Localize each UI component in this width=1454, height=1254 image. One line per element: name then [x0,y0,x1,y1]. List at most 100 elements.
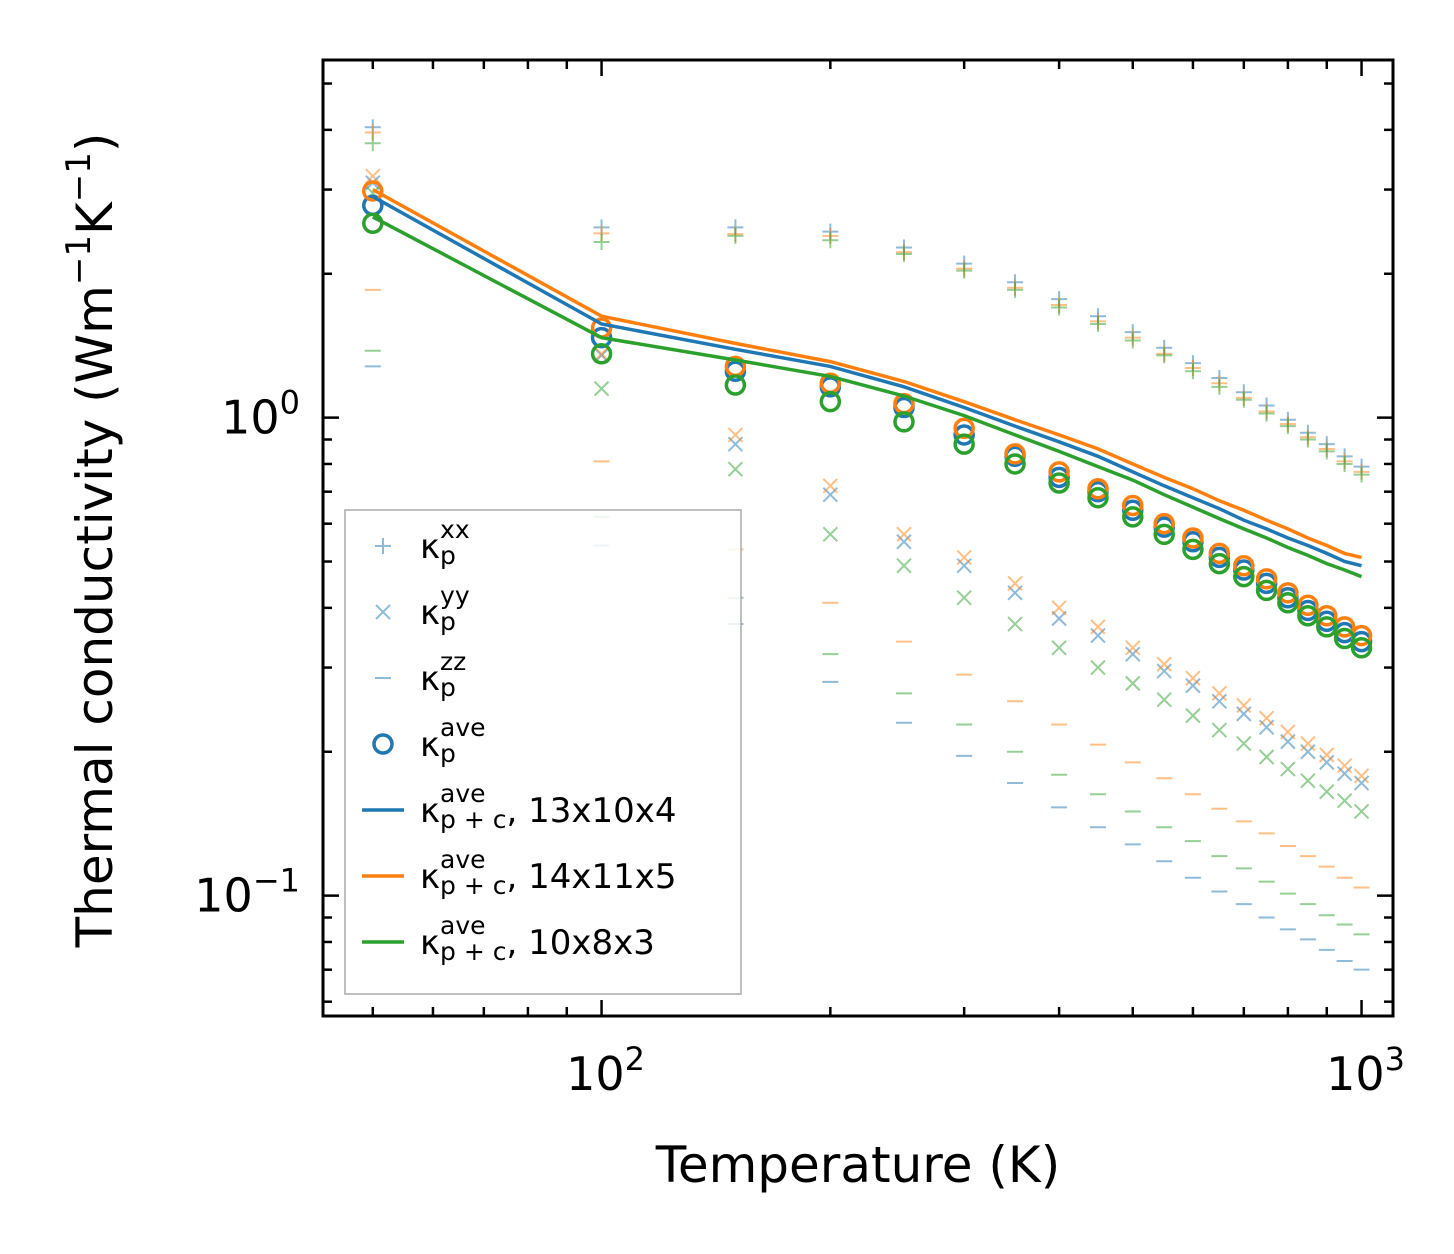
legend-marker-swatch [372,733,394,755]
point-xx-10x8x3-350 [1007,281,1024,298]
point-yy-10x8x3-750 [1258,749,1275,765]
point-xx-10x8x3-950 [1336,455,1353,472]
point-yy-13x10x4-300 [956,558,972,574]
legend-label: κave p + c, 14x11x5 [420,845,677,900]
point-yy-14x11x5-200 [822,478,839,494]
legend-label: κave p [420,713,486,768]
point-ave-10x8x3-500 [1122,506,1144,528]
point-yy-14x11x5-350 [1007,575,1023,592]
point-ave-14x11x5-500 [1122,494,1144,517]
point-yy-10x8x3-650 [1211,722,1228,738]
point-yy-10x8x3-100 [593,380,610,397]
point-yy-14x11x5-850 [1300,735,1316,752]
point-yy-10x8x3-250 [896,558,912,574]
series-ave-10x8x3 [362,212,1373,659]
legend-marker-swatch [375,604,391,620]
series-p+c-13x10x4 [371,195,1362,568]
point-yy-10x8x3-350 [1007,616,1023,632]
legend: κxx p κyy p κzz p κave p κave p + c, 13x10x4 κave p… [344,509,742,995]
point-xx-10x8x3-300 [956,262,973,279]
point-yy-14x11x5-500 [1125,640,1141,656]
point-yy-13x10x4-850 [1300,744,1316,760]
point-ave-10x8x3-900 [1316,616,1338,638]
axes: 102 103 10−1 100 [194,58,1405,1101]
series-zz-10x8x3 [364,349,1370,936]
point-ave-14x11x5-50 [362,180,384,202]
point-yy-13x10x4-650 [1211,693,1228,710]
y-axis-title: Thermal conductivity (Wm−1K−1) [59,133,124,949]
point-ave-10x8x3-100 [590,343,613,365]
legend-item-1: κyy p [375,581,470,636]
point-yy-14x11x5-400 [1051,600,1067,616]
point-yy-14x11x5-1000 [1353,768,1370,784]
legend-item-0: κxx p [375,515,470,570]
point-ave-14x11x5-450 [1087,477,1109,500]
point-yy-14x11x5-550 [1156,656,1172,672]
line-p+c-13x10x4 [371,195,1362,568]
line-p+c-10x8x3 [371,215,1363,579]
point-ave-10x8x3-350 [1004,453,1026,475]
legend-label: κxx p [420,515,470,570]
point-xx-10x8x3-750 [1258,405,1275,422]
point-xx-10x8x3-1000 [1353,466,1370,483]
point-xx-10x8x3-200 [822,232,839,249]
point-xx-10x8x3-400 [1051,299,1068,316]
point-ave-14x11x5-300 [953,417,975,440]
point-yy-14x11x5-600 [1185,670,1201,686]
point-yy-14x11x5-450 [1090,619,1106,635]
point-ave-10x8x3-600 [1182,538,1204,561]
point-yy-10x8x3-200 [822,526,839,543]
point-ave-10x8x3-750 [1255,579,1278,602]
point-ave-14x11x5-850 [1297,594,1319,617]
axis-labels: Temperature (K) Thermal conductivity (Wm… [59,133,1060,1194]
point-xx-10x8x3-700 [1235,391,1252,408]
point-ave-10x8x3-550 [1153,523,1175,546]
point-yy-10x8x3-150 [727,461,744,477]
point-yy-13x10x4-600 [1185,677,1201,694]
point-yy-10x8x3-300 [956,590,972,606]
point-yy-14x11x5-250 [896,526,912,543]
legend-label: κave p + c, 13x10x4 [420,779,677,834]
point-ave-14x11x5-350 [1004,443,1026,465]
point-ave-14x11x5-650 [1208,542,1231,565]
point-yy-10x8x3-500 [1125,675,1141,692]
legend-label: κzz p [420,647,466,702]
point-ave-10x8x3-450 [1087,486,1109,509]
point-ave-14x11x5-600 [1182,527,1204,549]
point-yy-14x11x5-300 [956,549,972,566]
legend-item-4: κave p + c, 13x10x4 [362,779,677,834]
series-yy-10x8x3 [365,185,1370,820]
point-yy-13x10x4-1000 [1353,775,1370,791]
point-xx-10x8x3-500 [1124,332,1141,349]
point-ave-14x11x5-750 [1255,568,1278,590]
x-tick-label: 103 [1326,1040,1405,1101]
legend-item-2: κzz p [375,647,466,702]
legend-item-6: κave p + c, 10x8x3 [362,911,655,966]
point-yy-14x11x5-900 [1319,747,1335,763]
point-yy-10x8x3-450 [1090,659,1106,676]
point-yy-14x11x5-950 [1336,757,1353,774]
point-yy-13x10x4-250 [896,534,912,550]
point-ave-10x8x3-300 [953,433,975,455]
x-tick-label: 102 [566,1040,645,1101]
point-xx-10x8x3-900 [1318,443,1335,460]
point-yy-10x8x3-400 [1051,640,1067,656]
point-xx-10x8x3-450 [1089,315,1106,332]
point-ave-10x8x3-800 [1277,591,1299,614]
point-yy-13x10x4-500 [1125,646,1141,662]
point-yy-10x8x3-700 [1236,735,1252,752]
point-yy-14x11x5-700 [1236,697,1252,714]
x-axis-title: Temperature (K) [655,1136,1060,1194]
point-xx-10x8x3-100 [593,234,610,251]
point-ave-10x8x3-400 [1048,472,1070,494]
series-xx-14x11x5 [364,124,1370,480]
point-yy-10x8x3-1000 [1353,803,1370,820]
plot-area [362,119,1373,971]
point-ave-10x8x3-700 [1233,565,1255,588]
point-ave-14x11x5-550 [1153,512,1175,535]
point-yy-13x10x4-550 [1156,663,1172,679]
point-xx-10x8x3-800 [1279,418,1296,435]
point-xx-10x8x3-150 [727,227,744,244]
legend-item-3: κave p [372,713,486,768]
point-yy-14x11x5-50 [365,168,381,184]
